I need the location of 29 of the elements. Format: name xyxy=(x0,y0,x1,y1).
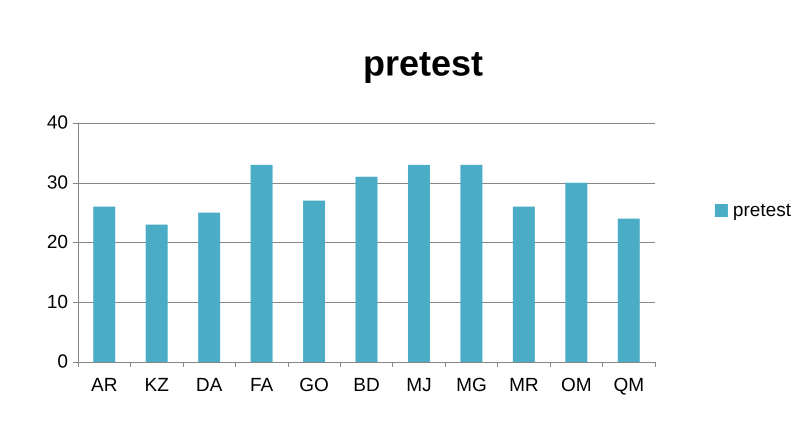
legend-label: pretest xyxy=(732,200,792,221)
bar xyxy=(460,164,482,362)
x-tick-label: DA xyxy=(196,375,223,396)
x-tick-label: AR xyxy=(91,375,118,396)
x-tick-label: MJ xyxy=(406,375,432,396)
chart-title: pretest xyxy=(362,42,484,84)
y-tick-label: 0 xyxy=(57,352,68,372)
bar xyxy=(198,212,220,362)
bar xyxy=(356,176,378,362)
y-tick-label: 20 xyxy=(46,232,68,253)
bar xyxy=(146,224,168,362)
bar xyxy=(512,206,535,362)
x-tick-label: QM xyxy=(613,375,644,396)
x-tick-label: GO xyxy=(299,375,329,396)
bar xyxy=(618,218,640,362)
x-tick-label: MR xyxy=(509,375,539,396)
y-tick-label: 40 xyxy=(46,112,68,134)
bar xyxy=(93,206,116,362)
x-tick-label: MG xyxy=(456,375,487,396)
bar xyxy=(303,200,326,362)
x-tick-label: FA xyxy=(250,375,274,396)
x-tick-label: KZ xyxy=(144,375,170,396)
x-tick-label: BD xyxy=(353,375,380,396)
bar xyxy=(250,164,273,362)
x-tick-label: OM xyxy=(561,375,592,396)
bar xyxy=(408,164,430,362)
y-tick-label: 30 xyxy=(46,172,68,194)
bar xyxy=(565,182,588,362)
y-tick-label: 10 xyxy=(46,292,68,313)
